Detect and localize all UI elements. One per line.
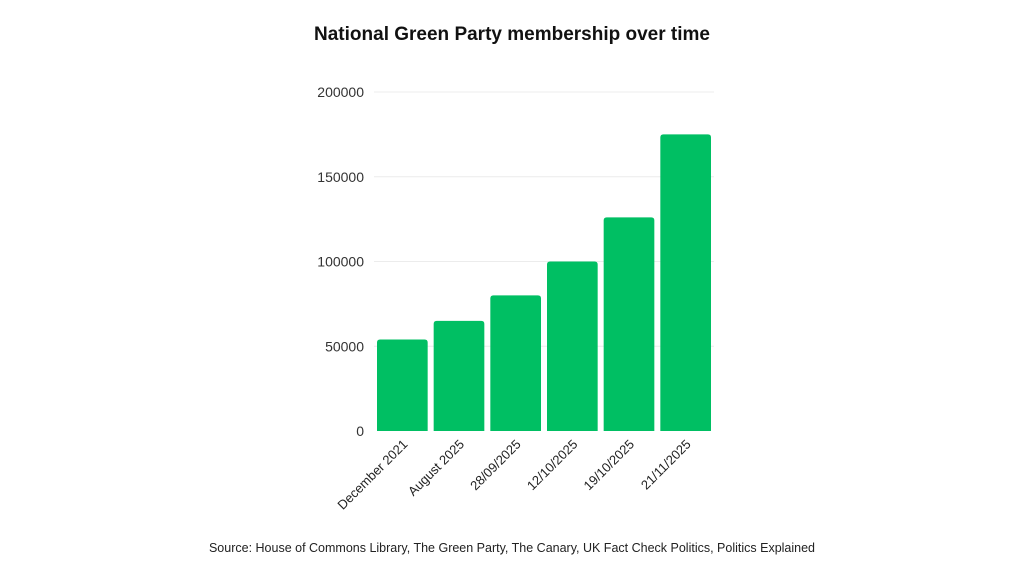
x-tick-label: 19/10/2025: [580, 437, 637, 494]
y-tick-label: 0: [356, 423, 364, 439]
y-tick-label: 100000: [317, 254, 364, 270]
y-tick-label: 200000: [317, 84, 364, 100]
bar: [603, 217, 655, 431]
bar: [377, 339, 428, 431]
y-tick-label: 50000: [325, 338, 364, 354]
bar: [490, 295, 541, 431]
bar: [547, 261, 598, 431]
bar: [433, 320, 485, 431]
x-tick-label: December 2021: [334, 437, 410, 513]
x-tick-label: 28/09/2025: [467, 437, 524, 494]
x-tick-label: 12/10/2025: [524, 437, 581, 494]
bar: [660, 134, 711, 431]
chart-title: National Green Party membership over tim…: [314, 24, 710, 45]
x-tick-label: August 2025: [405, 437, 467, 499]
source-note: Source: House of Commons Library, The Gr…: [208, 541, 816, 555]
y-tick-label: 150000: [317, 169, 364, 185]
x-tick-label: 21/11/2025: [638, 437, 694, 493]
